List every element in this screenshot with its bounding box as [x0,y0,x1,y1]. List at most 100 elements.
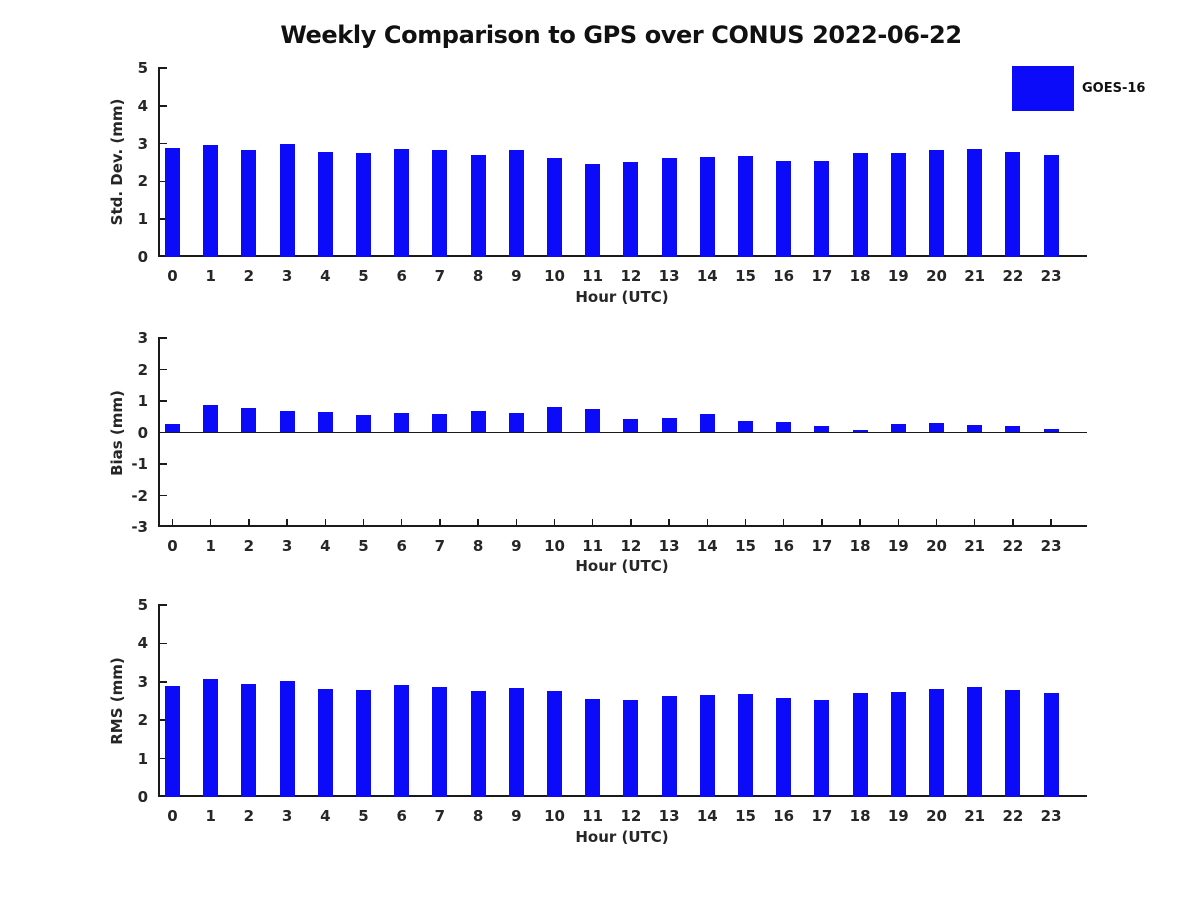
x-tick-label: 19 [887,807,909,825]
x-tick-label: 23 [1040,807,1062,825]
bar-rms-hour-15 [738,693,753,797]
x-tick-label: 11 [582,807,604,825]
x-tick-label: 17 [811,807,833,825]
y-axis-line [158,605,160,797]
x-tick-label: 13 [658,537,680,555]
bar-bias-hour-19 [890,423,906,433]
bar-std-dev-hour-4 [317,151,333,257]
x-tick-label: 0 [167,807,178,825]
x-tick-label: 1 [205,807,216,825]
rms-x-axis-label: Hour (UTC) [575,828,669,846]
bar-std-dev-hour-23 [1043,154,1059,257]
bias-plot-area: -3 -2 -1 0 1 2 3 0 1 2 3 4 5 6 7 8 9 10 11 12 13 14 15 16 17 18 19… [131,329,1087,555]
x-tick-mark [668,519,670,527]
bar-bias-hour-15 [738,421,753,433]
bar-bias-hour-4 [317,411,333,433]
y-tick-label: 3 [137,329,148,347]
bar-bias-hour-3 [279,411,295,433]
bar-rms-hour-13 [661,696,677,797]
x-tick-label: 20 [926,267,947,285]
x-tick-mark [630,519,632,527]
bar-rms-hour-2 [241,684,257,797]
x-tick-label: 5 [358,537,369,555]
x-tick-mark [744,519,747,527]
x-tick-label: 15 [735,267,756,285]
y-tick-mark [158,681,167,683]
x-tick-label: 2 [243,537,255,555]
y-axis-line [158,68,160,257]
x-tick-mark [1050,519,1052,527]
x-tick-label: 12 [620,267,642,285]
x-tick-mark [209,519,212,527]
y-tick-mark [158,400,167,402]
bar-bias-hour-6 [394,412,410,433]
x-tick-label: 1 [205,267,216,285]
y-tick-label: 2 [137,172,148,191]
rms-y-axis-label: RMS (mm) [108,657,126,745]
y-tick-label: 1 [137,392,148,410]
x-tick-label: 9 [511,537,522,555]
x-tick-label: 8 [472,537,484,555]
x-tick-label: 16 [773,807,795,825]
x-tick-label: 4 [320,807,331,825]
bar-rms-hour-8 [470,690,486,797]
x-tick-label: 10 [544,807,565,825]
y-tick-label: 1 [137,210,148,229]
x-tick-mark [439,519,441,527]
x-tick-label: 7 [434,807,446,825]
bar-bias-hour-11 [585,408,601,433]
y-tick-label: 5 [137,596,148,614]
x-tick-label: 17 [811,267,833,285]
x-tick-mark [286,519,288,527]
legend-swatch-goes16 [1012,66,1074,111]
bar-std-dev-hour-18 [852,153,868,257]
bar-rms-hour-11 [585,698,601,797]
bar-bias-hour-17 [814,425,830,433]
bar-rms-hour-7 [432,686,448,797]
bar-std-dev-hour-16 [776,161,792,257]
bar-rms-hour-1 [203,679,219,797]
x-tick-label: 16 [773,267,795,285]
x-tick-label: 3 [281,267,293,285]
y-tick-mark [158,67,167,69]
x-tick-label: 16 [773,537,795,555]
x-tick-label: 20 [926,807,947,825]
y-tick-label: 0 [137,423,148,442]
bar-std-dev-hour-20 [929,150,944,257]
x-tick-label: 21 [964,537,986,555]
x-tick-label: 4 [320,537,331,555]
x-tick-label: 7 [434,267,446,285]
bar-rms-hour-19 [890,691,906,797]
y-tick-label: 0 [137,788,148,806]
x-tick-label: 2 [243,807,255,825]
bar-bias-hour-10 [547,406,562,433]
bar-rms-hour-16 [776,698,792,797]
x-tick-label: 12 [620,537,642,555]
bar-rms-hour-12 [623,699,639,797]
x-axis-line [158,255,1087,257]
bar-std-dev-hour-9 [508,150,524,257]
bar-rms-hour-0 [165,686,180,797]
x-tick-mark [553,519,556,527]
bar-rms-hour-6 [394,684,410,797]
bar-bias-hour-14 [699,414,715,433]
x-tick-mark [248,519,250,527]
x-tick-mark [171,519,174,527]
bar-rms-hour-20 [929,688,944,797]
x-tick-label: 22 [1002,267,1024,285]
x-tick-label: 3 [281,537,293,555]
y-tick-label: 1 [137,749,148,768]
x-tick-label: 11 [582,267,604,285]
y-tick-mark [158,463,167,465]
bar-bias-hour-5 [356,415,371,433]
bar-std-dev-hour-5 [356,153,371,257]
legend-label-goes16: GOES-16 [1082,81,1146,96]
y-tick-label: 4 [137,96,148,115]
x-tick-label: 8 [472,267,484,285]
x-tick-label: 13 [658,807,680,825]
y-tick-label: 3 [137,134,148,153]
y-tick-mark [158,642,167,645]
bar-std-dev-hour-3 [279,143,295,257]
x-tick-label: 15 [735,537,756,555]
